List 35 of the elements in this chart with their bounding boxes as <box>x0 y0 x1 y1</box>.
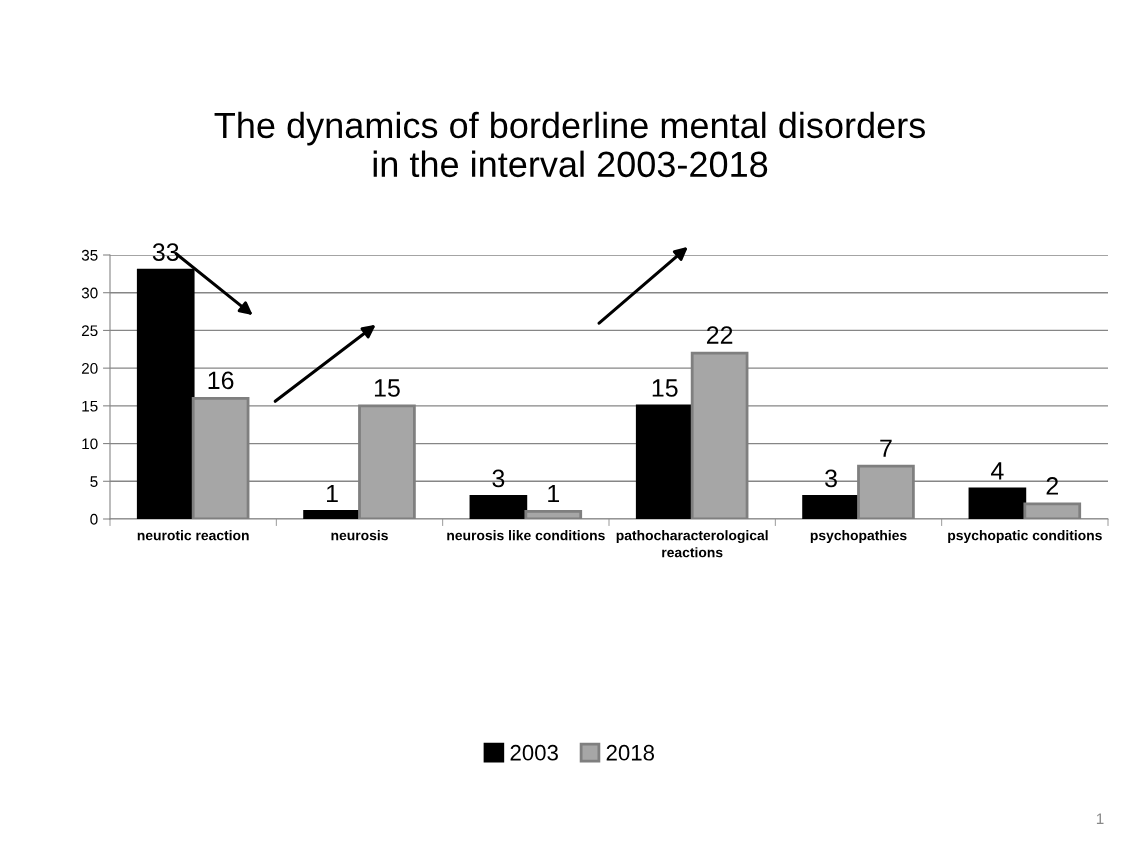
x-tick-label: psychopathies <box>810 530 907 544</box>
chart-title: The dynamics of borderline mental disorders in the interval 2003-2018 <box>214 111 925 178</box>
data-label: 1 <box>548 484 560 503</box>
y-tick-label: 0 <box>90 513 98 525</box>
bar <box>303 510 361 519</box>
data-label: 7 <box>880 439 892 457</box>
data-label: 3 <box>492 469 505 488</box>
bar <box>469 494 528 519</box>
y-tick-label: 30 <box>81 287 98 299</box>
legend-label: 2003 <box>510 744 558 761</box>
data-label: 33 <box>152 243 179 261</box>
y-tick-label: 10 <box>82 438 98 450</box>
y-tick-label: 35 <box>81 249 98 261</box>
x-tick-label: neurosis <box>331 530 388 541</box>
bar <box>802 494 860 519</box>
y-tick-label: 15 <box>82 400 98 412</box>
x-tick-label: psychopatic conditions <box>948 530 1102 544</box>
x-tick-label: neurotic reaction <box>137 530 249 541</box>
data-label: 3 <box>825 469 837 488</box>
data-label: 16 <box>208 371 234 390</box>
x-tick-label: pathocharacterological reactions <box>616 530 768 558</box>
bar <box>968 487 1027 519</box>
data-label: 4 <box>991 462 1004 480</box>
y-tick-label: 5 <box>90 476 98 487</box>
data-label: 2 <box>1046 477 1058 495</box>
bar <box>635 404 694 519</box>
text: 1 <box>1096 813 1104 824</box>
y-tick-label: 20 <box>81 363 98 374</box>
data-label: 15 <box>652 379 678 397</box>
data-label: 15 <box>374 379 400 397</box>
x-tick-label: neurosis like conditions <box>447 530 605 541</box>
data-label: 1 <box>327 484 338 503</box>
y-tick-label: 25 <box>81 325 98 337</box>
data-label: 22 <box>706 326 733 344</box>
legend-label: 2018 <box>606 744 655 761</box>
